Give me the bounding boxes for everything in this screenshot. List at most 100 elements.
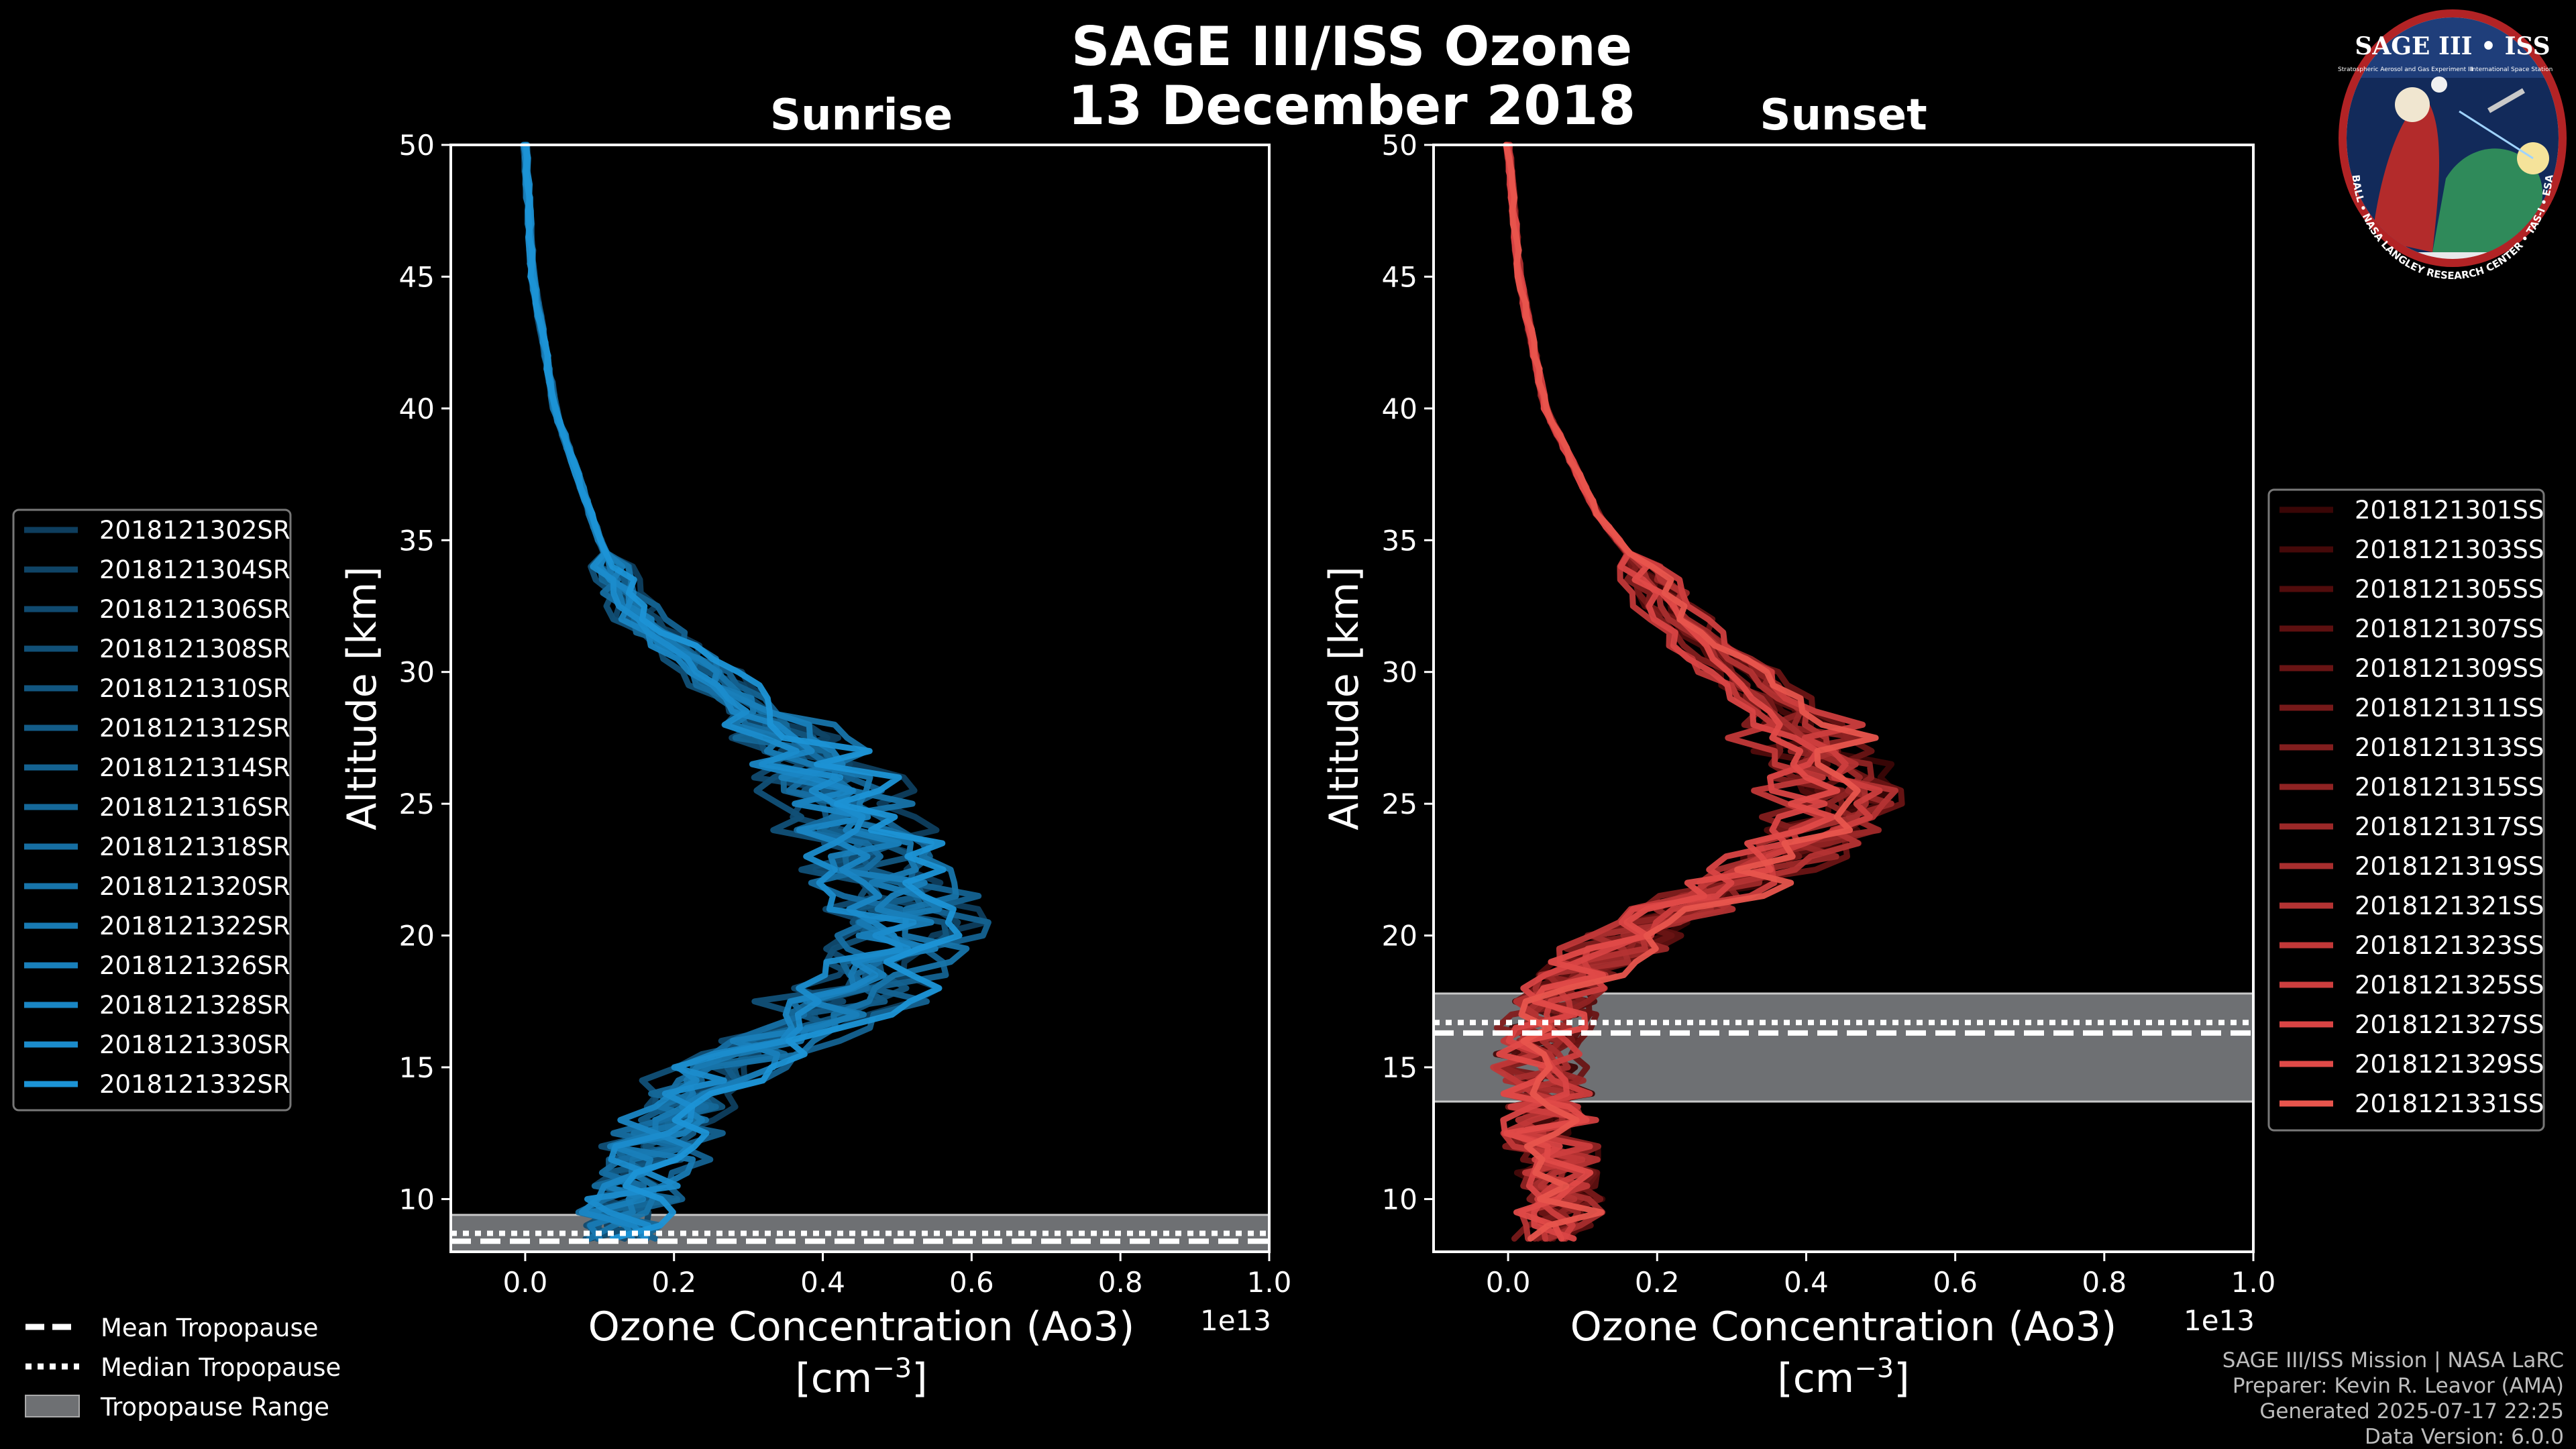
sunrise-panel-title: Sunrise [770, 91, 953, 140]
credit-mission: SAGE III/ISS Mission | NASA LaRC [2222, 1348, 2564, 1373]
tropopause-range-swatch [25, 1395, 80, 1417]
y-tick-label: 20 [399, 920, 435, 953]
legend-label-2018121306SR: 2018121306SR [99, 595, 290, 624]
sunrise-panel: Sunrise 0.0 0.2 0.4 0.6 0.8 1.0 10 15 20 25 30 35 4… [339, 91, 1291, 1402]
y-tick-label: 50 [1382, 129, 1417, 162]
legend-label-2018121312SR: 2018121312SR [99, 714, 290, 743]
sunrise-legend-box [12, 508, 292, 1112]
legend-label-2018121321SS: 2018121321SS [2355, 892, 2544, 920]
y-tick-label: 10 [399, 1183, 435, 1216]
sunset-profile-lines [1490, 142, 1905, 1242]
sunrise-profile-lines [520, 142, 991, 1242]
mean-tropopause-label: Mean Tropopause [101, 1313, 319, 1342]
y-tick-label: 20 [1382, 920, 1417, 953]
legend-label-2018121313SS: 2018121313SS [2355, 733, 2544, 762]
y-tick-label: 25 [399, 788, 435, 820]
sunset-panel-title: Sunset [1760, 91, 1927, 140]
y-tick-label: 40 [1382, 392, 1417, 425]
profile-line-2018121331SS [1503, 142, 1879, 1242]
legend-label-2018121302SR: 2018121302SR [99, 516, 290, 545]
legend-label-2018121327SS: 2018121327SS [2355, 1010, 2544, 1039]
x-tick-label: 0.6 [949, 1266, 994, 1299]
legend-label-2018121311SS: 2018121311SS [2355, 694, 2544, 722]
x-tick-label: 0.0 [1486, 1266, 1531, 1299]
y-tick-label: 15 [399, 1051, 435, 1084]
y-tick-label: 45 [399, 260, 435, 293]
sunrise-plot-frame [449, 144, 1271, 1253]
x-tick-label: 0.8 [2082, 1266, 2127, 1299]
logo-subtitle: Stratospheric Aerosol and Gas Experiment… [2338, 66, 2473, 73]
legend-label-2018121325SS: 2018121325SS [2355, 971, 2544, 1000]
y-tick-label: 15 [1382, 1051, 1417, 1084]
legend-label-2018121301SS: 2018121301SS [2355, 496, 2544, 525]
x-tick-label: 0.2 [651, 1266, 696, 1299]
credit-data-version: Data Version: 6.0.0 [2365, 1425, 2564, 1449]
x-tick-label: 1.0 [2231, 1266, 2276, 1299]
legend-label-2018121330SR: 2018121330SR [99, 1030, 290, 1059]
sunset-panel: Sunset 0.0 0.2 0.4 0.6 0.8 1.0 10 15 20 25 30 35 40… [1321, 91, 2275, 1402]
x-tick-label: 1.0 [1247, 1266, 1292, 1299]
profile-line-2018121332SR [523, 142, 963, 1242]
figure-title-line1: SAGE III/ISS Ozone [1071, 15, 1632, 78]
legend-label-2018121314SR: 2018121314SR [99, 753, 290, 782]
y-tick-label: 45 [1382, 260, 1417, 293]
sunset-legend-box [2267, 488, 2545, 1132]
logo-station: International Space Station [2471, 66, 2553, 73]
sunrise-x-multiplier: 1e13 [1200, 1304, 1271, 1337]
legend-label-2018121319SS: 2018121319SS [2355, 852, 2544, 881]
sunset-x-axis-units: [cm−3] [1777, 1353, 1909, 1402]
legend-label-2018121323SS: 2018121323SS [2355, 931, 2544, 960]
x-tick-label: 0.6 [1933, 1266, 1978, 1299]
tropopause-legend: Mean Tropopause Median Tropopause Tropop… [25, 1313, 341, 1421]
legend-label-2018121307SS: 2018121307SS [2355, 614, 2544, 643]
y-tick-label: 30 [399, 656, 435, 689]
x-tick-label: 0.4 [800, 1266, 845, 1299]
legend-label-2018121331SS: 2018121331SS [2355, 1089, 2544, 1118]
x-tick-label: 0.2 [1635, 1266, 1680, 1299]
legend-label-2018121303SS: 2018121303SS [2355, 535, 2544, 564]
legend-label-2018121328SR: 2018121328SR [99, 991, 290, 1020]
y-tick-label: 35 [399, 524, 435, 557]
sunrise-x-axis-units: [cm−3] [795, 1353, 927, 1402]
legend-label-2018121308SR: 2018121308SR [99, 635, 290, 663]
sunset-y-ticks: 10 15 20 25 30 35 40 45 50 [1382, 129, 1434, 1216]
legend-label-2018121329SS: 2018121329SS [2355, 1050, 2544, 1079]
sunset-legend: 2018121301SS 2018121303SS 2018121305SS 2018… [2267, 488, 2545, 1132]
legend-label-2018121309SS: 2018121309SS [2355, 654, 2544, 683]
median-tropopause-label: Median Tropopause [101, 1353, 341, 1382]
sunrise-y-ticks: 10 15 20 25 30 35 40 45 50 [399, 129, 451, 1216]
legend-label-2018121322SR: 2018121322SR [99, 912, 290, 941]
logo-title: SAGE III • ISS [2355, 32, 2550, 60]
sunset-y-axis-label: Altitude [km] [1321, 566, 1368, 830]
sunrise-x-axis-label: Ozone Concentration (Ao3) [588, 1303, 1135, 1350]
legend-label-2018121305SS: 2018121305SS [2355, 575, 2544, 604]
sage-iii-iss-logo: SAGE III • ISS Stratospheric Aerosol and… [2338, 9, 2567, 282]
sunrise-legend: 2018121302SR 2018121304SR 2018121306SR 2018… [12, 508, 292, 1112]
sunrise-x-ticks: 0.0 0.2 0.4 0.6 0.8 1.0 [503, 1252, 1292, 1299]
credit-preparer: Preparer: Kevin R. Leavor (AMA) [2233, 1374, 2564, 1398]
legend-label-2018121326SR: 2018121326SR [99, 951, 290, 980]
credit-generated: Generated 2025-07-17 22:25 [2259, 1399, 2564, 1424]
x-tick-label: 0.4 [1784, 1266, 1829, 1299]
sunset-x-axis-label: Ozone Concentration (Ao3) [1570, 1303, 2117, 1350]
sunset-tropopause-lines [1434, 1020, 2253, 1036]
legend-label-2018121316SR: 2018121316SR [99, 793, 290, 822]
y-tick-label: 40 [399, 392, 435, 425]
legend-label-2018121320SR: 2018121320SR [99, 872, 290, 901]
sunset-plot-frame [1432, 144, 2255, 1253]
y-tick-label: 30 [1382, 656, 1417, 689]
y-tick-label: 10 [1382, 1183, 1417, 1216]
y-tick-label: 35 [1382, 524, 1417, 557]
legend-label-2018121332SR: 2018121332SR [99, 1070, 290, 1099]
sunset-x-ticks: 0.0 0.2 0.4 0.6 0.8 1.0 [1486, 1252, 2276, 1299]
sunrise-y-axis-label: Altitude [km] [339, 566, 386, 830]
figure-title-line2: 13 December 2018 [1068, 74, 1635, 137]
legend-label-2018121315SS: 2018121315SS [2355, 773, 2544, 802]
legend-label-2018121304SR: 2018121304SR [99, 555, 290, 584]
tropopause-range-label: Tropopause Range [100, 1393, 329, 1421]
x-tick-label: 0.0 [503, 1266, 548, 1299]
credits: SAGE III/ISS Mission | NASA LaRC Prepare… [2222, 1348, 2564, 1449]
x-tick-label: 0.8 [1098, 1266, 1143, 1299]
